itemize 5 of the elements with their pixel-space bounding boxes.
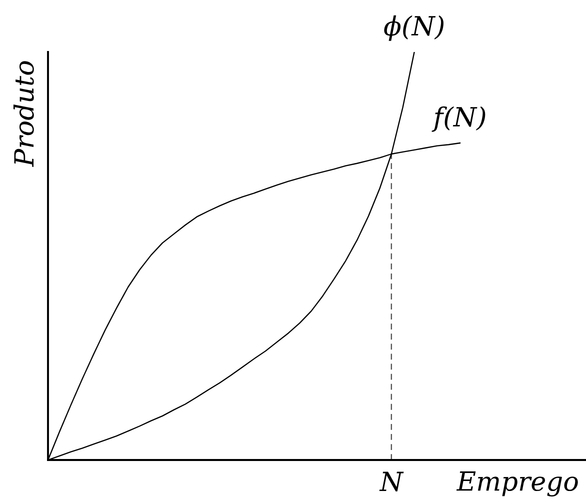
text: N [379,472,404,492]
series-label: f(N) [432,106,486,132]
series-label: ϕ(N) [384,15,444,41]
x-axis-title: Emprego [456,471,578,497]
y-axis-title: Produto [13,61,34,168]
